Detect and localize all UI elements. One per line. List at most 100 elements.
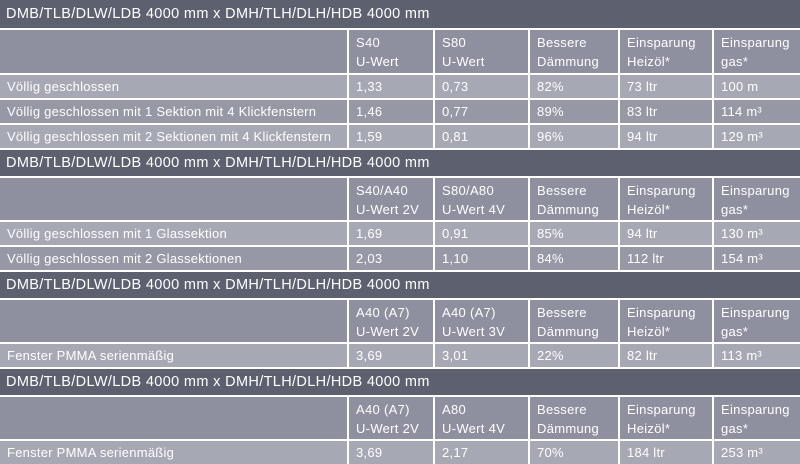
value-cell: 184 ltr [620, 441, 712, 464]
column-header-line2: Heizöl* [627, 421, 671, 436]
value-cell: 22% [530, 344, 618, 367]
column-header-line2: gas* [721, 54, 749, 69]
column-header-line2: gas* [721, 324, 749, 339]
column-header-line1: Einsparung [721, 35, 790, 50]
row-label: Völlig geschlossen mit 1 Sektion mit 4 K… [0, 100, 347, 123]
column-header-line1: Einsparung [627, 305, 696, 320]
column-header: A40 (A7) U-Wert 2V [349, 300, 433, 342]
column-header-line2: U-Wert 2V [356, 324, 420, 339]
column-header: A40 (A7) U-Wert 2V [349, 397, 433, 439]
header-spacer-cell [0, 30, 347, 73]
column-header: A40 (A7) U-Wert 3V [435, 300, 528, 342]
value-cell: 0,77 [435, 100, 528, 123]
value-cell: 129 m³ [714, 125, 800, 148]
column-header-line2: Dämmung [537, 324, 600, 339]
column-header-line1: S80 [442, 35, 467, 50]
column-header-line1: S40 [356, 35, 381, 50]
column-header-line2: U-Wert 2V [356, 202, 420, 217]
value-cell: 3,69 [349, 344, 433, 367]
column-header-line1: Bessere [537, 183, 587, 198]
value-cell: 3,69 [349, 441, 433, 464]
row-label: Fenster PMMA serienmäßig [0, 441, 347, 464]
value-cell: 73 ltr [620, 75, 712, 98]
value-cell: 130 m³ [714, 222, 800, 245]
value-cell: 0,73 [435, 75, 528, 98]
column-header-line1: A40 (A7) [356, 402, 410, 417]
column-header: Einsparung gas* [714, 397, 800, 439]
column-header-line2: gas* [721, 202, 749, 217]
column-header-line1: Einsparung [721, 402, 790, 417]
section-title: DMB/TLB/DLW/LDB 4000 mm x DMH/TLH/DLH/HD… [0, 369, 800, 395]
row-label: Völlig geschlossen [0, 75, 347, 98]
column-header: Einsparung Heizöl* [620, 30, 712, 73]
column-header: Einsparung gas* [714, 178, 800, 220]
section-title: DMB/TLB/DLW/LDB 4000 mm x DMH/TLH/DLH/HD… [0, 0, 800, 28]
value-cell: 1,69 [349, 222, 433, 245]
spec-table-section: DMB/TLB/DLW/LDB 4000 mm x DMH/TLH/DLH/HD… [0, 272, 800, 367]
column-header-line2: Heizöl* [627, 202, 671, 217]
value-cell: 1,46 [349, 100, 433, 123]
value-cell: 2,03 [349, 247, 433, 270]
row-label: Völlig geschlossen mit 1 Glassektion [0, 222, 347, 245]
column-header-line2: U-Wert 2V [356, 421, 420, 436]
spec-table: S40 U-Wert S80 U-Wert Bessere Dämmung Ei… [0, 30, 800, 148]
column-header-line1: A80 [442, 402, 467, 417]
value-cell: 112 ltr [620, 247, 712, 270]
column-header: S40/A40 U-Wert 2V [349, 178, 433, 220]
spec-table-section: DMB/TLB/DLW/LDB 4000 mm x DMH/TLH/DLH/HD… [0, 150, 800, 270]
value-cell: 1,59 [349, 125, 433, 148]
value-cell: 253 m³ [714, 441, 800, 464]
column-header-line1: Bessere [537, 305, 587, 320]
row-label: Fenster PMMA serienmäßig [0, 344, 347, 367]
column-header-line2: U-Wert 4V [442, 202, 506, 217]
value-cell: 3,01 [435, 344, 528, 367]
value-cell: 1,10 [435, 247, 528, 270]
column-header-line1: Einsparung [627, 402, 696, 417]
column-header: Bessere Dämmung [530, 397, 618, 439]
column-header-line2: Dämmung [537, 54, 600, 69]
column-header: Einsparung Heizöl* [620, 300, 712, 342]
column-header-line2: Dämmung [537, 202, 600, 217]
column-header-line1: A40 (A7) [442, 305, 496, 320]
column-header-line2: U-Wert 4V [442, 421, 506, 436]
spec-table-section: DMB/TLB/DLW/LDB 4000 mm x DMH/TLH/DLH/HD… [0, 369, 800, 464]
column-header-line1: A40 (A7) [356, 305, 410, 320]
column-header: Bessere Dämmung [530, 30, 618, 73]
column-header-line1: Einsparung [721, 305, 790, 320]
spec-table: S40/A40 U-Wert 2V S80/A80 U-Wert 4V Bess… [0, 178, 800, 270]
column-header: A80 U-Wert 4V [435, 397, 528, 439]
column-header: Bessere Dämmung [530, 300, 618, 342]
column-header: Einsparung Heizöl* [620, 397, 712, 439]
column-header-line2: Heizöl* [627, 54, 671, 69]
column-header-line2: Dämmung [537, 421, 600, 436]
value-cell: 96% [530, 125, 618, 148]
value-cell: 83 ltr [620, 100, 712, 123]
spec-table-section: DMB/TLB/DLW/LDB 4000 mm x DMH/TLH/DLH/HD… [0, 0, 800, 148]
column-header-line1: Einsparung [721, 183, 790, 198]
column-header-line1: Bessere [537, 402, 587, 417]
value-cell: 114 m³ [714, 100, 800, 123]
header-spacer-cell [0, 397, 347, 439]
column-header-line1: S40/A40 [356, 183, 408, 198]
value-cell: 0,81 [435, 125, 528, 148]
column-header-line2: gas* [721, 421, 749, 436]
spec-table: A40 (A7) U-Wert 2V A80 U-Wert 4V Bessere… [0, 397, 800, 464]
value-cell: 85% [530, 222, 618, 245]
value-cell: 70% [530, 441, 618, 464]
value-cell: 94 ltr [620, 125, 712, 148]
header-spacer-cell [0, 300, 347, 342]
row-label: Völlig geschlossen mit 2 Sektionen mit 4… [0, 125, 347, 148]
section-title: DMB/TLB/DLW/LDB 4000 mm x DMH/TLH/DLH/HD… [0, 150, 800, 176]
column-header-line2: U-Wert 3V [442, 324, 506, 339]
value-cell: 100 m [714, 75, 800, 98]
section-title: DMB/TLB/DLW/LDB 4000 mm x DMH/TLH/DLH/HD… [0, 272, 800, 298]
column-header-line1: Einsparung [627, 183, 696, 198]
value-cell: 0,91 [435, 222, 528, 245]
column-header-line2: U-Wert [356, 54, 399, 69]
column-header: Einsparung gas* [714, 30, 800, 73]
column-header-line1: S80/A80 [442, 183, 494, 198]
column-header: S80/A80 U-Wert 4V [435, 178, 528, 220]
value-cell: 84% [530, 247, 618, 270]
row-label: Völlig geschlossen mit 2 Glassektionen [0, 247, 347, 270]
